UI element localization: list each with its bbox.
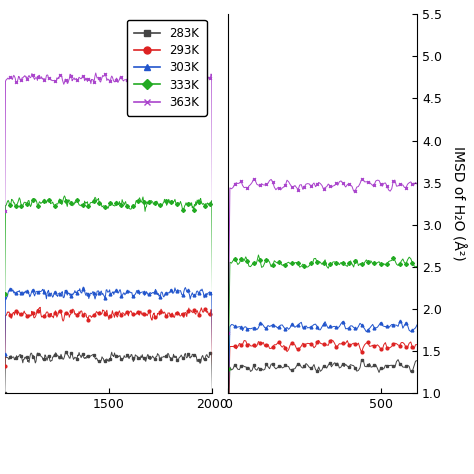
Y-axis label: IMSD of H₂O (Å²): IMSD of H₂O (Å²)	[450, 146, 465, 261]
Legend: 283K, 293K, 303K, 333K, 363K: 283K, 293K, 303K, 333K, 363K	[127, 20, 207, 116]
